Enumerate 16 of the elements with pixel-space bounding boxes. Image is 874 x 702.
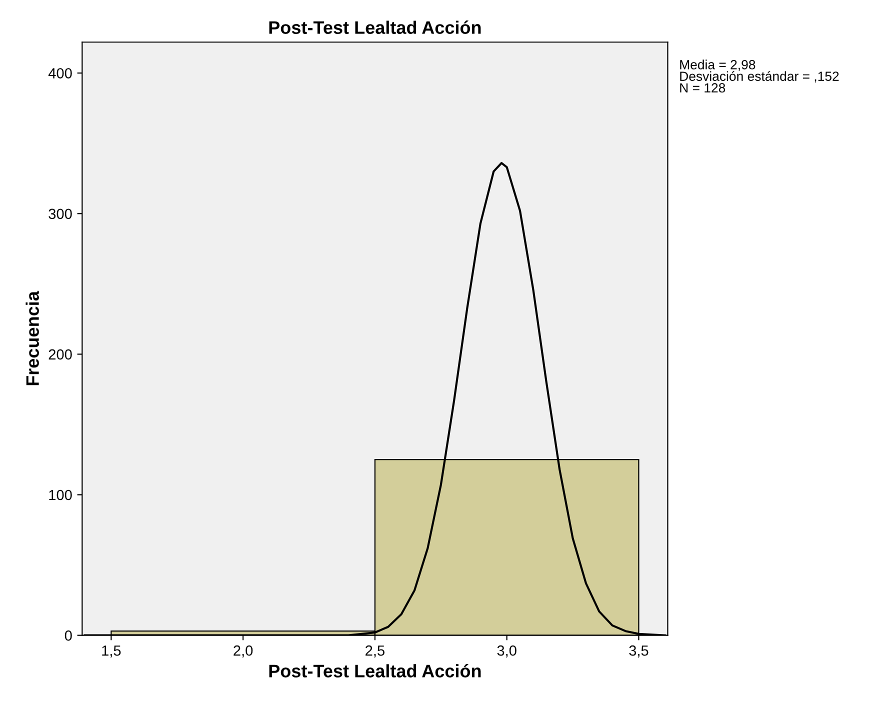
x-tick-label: 3,5 — [629, 645, 648, 658]
x-tick-label: 2,5 — [366, 645, 384, 658]
y-tick-label: 200 — [48, 349, 72, 360]
y-axis-title: Frecuencia — [26, 290, 39, 386]
text: Media = 2,98 — [680, 60, 756, 71]
y-tick-label: 300 — [48, 208, 72, 220]
y-tick-label: 100 — [49, 490, 72, 500]
x-tick-label: 2,0 — [234, 645, 253, 658]
chart-title: Post-Test Lealtad Acción — [269, 20, 481, 34]
x-axis-title: Post-Test Lealtad Acción — [269, 664, 481, 678]
text: N = 128 — [680, 83, 726, 93]
y-tick-label: 400 — [48, 68, 72, 78]
x-tick-label: 3,0 — [497, 645, 516, 658]
x-tick-label: 1,5 — [102, 646, 121, 658]
text: Desviación estándar = ,152 — [680, 71, 839, 83]
y-tick-label: 0 — [64, 630, 72, 641]
